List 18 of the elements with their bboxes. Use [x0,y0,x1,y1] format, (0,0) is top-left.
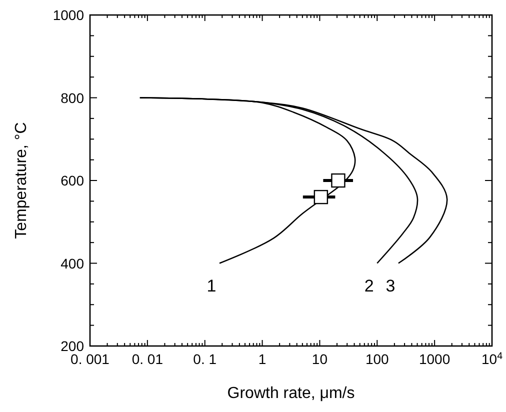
x-tick-label: 100 [365,351,390,367]
x-tick-label: 0. 1 [193,351,217,367]
y-tick-label: 600 [60,172,84,188]
y-tick-label: 800 [60,90,84,106]
x-tick-label: 10$^{4}$ [481,350,504,367]
x-tick-label: 0. 01 [132,351,164,367]
y-tick-label: 1000 [52,7,84,23]
x-tick-label: 10 [312,351,328,367]
x-tick-label: 1 [258,351,266,367]
series-label: 2 [364,276,374,296]
series-label: 1 [206,276,216,296]
y-tick-label: 200 [60,338,84,354]
y-tick-label: 400 [60,255,84,272]
x-axis-title: Growth rate, μm/s [227,385,355,402]
x-tick-label: 0. 001 [70,351,110,367]
x-tick-label: 1000 [418,351,450,367]
y-axis-title: Temperature, °C [13,122,30,239]
series-label: 3 [386,276,396,296]
